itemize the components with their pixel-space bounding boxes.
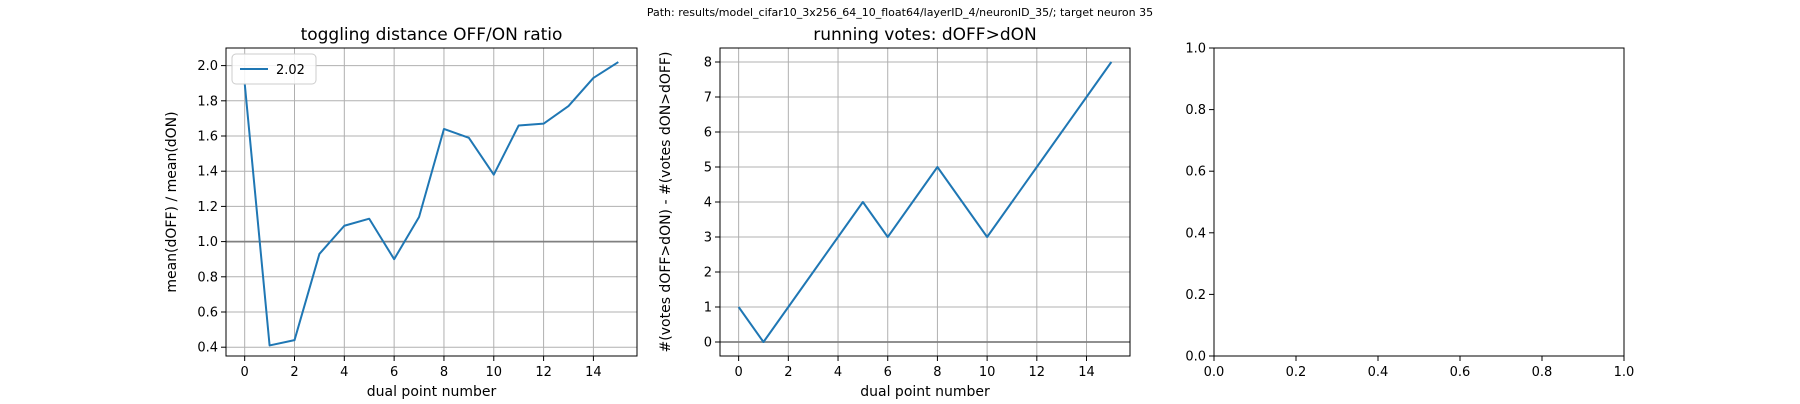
axes-frame [1213, 47, 1625, 357]
x-tick-label: 12 [1029, 365, 1046, 380]
x-tick-label: 10 [485, 365, 502, 380]
axes-frame [225, 47, 638, 357]
chart-3: 0.0 0.2 0.4 0.6 0.8 1.0 0.0 0.2 0.4 0.6 0.8 1.0 [1185, 42, 1634, 381]
x-tick-label: 0.6 [1450, 365, 1471, 380]
legend-box [231, 53, 317, 85]
y-tick-label: 2 [704, 266, 712, 281]
x-tick-label: 4 [340, 365, 348, 380]
x-tick-label: 14 [585, 365, 602, 380]
x-tick-label: 12 [535, 365, 552, 380]
x-tick-label: 14 [1078, 365, 1095, 380]
y-tick-label: 1.4 [197, 165, 218, 180]
y-tick-label: 1.0 [1185, 42, 1206, 57]
x-tick-label: 8 [440, 365, 448, 380]
series-line [737, 61, 1113, 343]
y-tick-label: 0.0 [1185, 350, 1206, 365]
x-tick-label: 0.0 [1204, 365, 1225, 380]
x-tick-label: 0.8 [1532, 365, 1553, 380]
x-tick-label: 0 [734, 365, 742, 380]
y-axis-label: #(votes dOFF>dON) - #(votes dON>dOFF) [658, 52, 674, 353]
x-tick-label: 0.4 [1368, 365, 1389, 380]
y-tick-label: 1.8 [197, 94, 218, 109]
y-tick-label: 5 [704, 161, 712, 176]
legend-label: 2.02 [276, 63, 305, 78]
y-tick-label: 0.2 [1185, 288, 1206, 303]
x-tick-label: 0 [241, 365, 249, 380]
y-tick-label: 2.0 [197, 59, 218, 74]
x-tick-label: 4 [834, 365, 842, 380]
y-tick-label: 1.2 [197, 200, 218, 215]
x-tick-label: 2 [784, 365, 792, 380]
y-tick-label: 0.6 [1185, 165, 1206, 180]
x-tick-label: 10 [979, 365, 996, 380]
y-tick-label: 0.4 [1185, 226, 1206, 241]
x-tick-label: 2 [290, 365, 298, 380]
y-tick-label: 0.4 [197, 341, 218, 356]
y-tick-label: 0.8 [197, 270, 218, 285]
series-line [243, 61, 619, 347]
y-tick-label: 8 [704, 56, 712, 71]
chart-1: 0 2 4 6 8 10 12 14 0.4 0.6 0.8 1.0 1.2 1.4 1.6 1.8 2.0 to… [164, 25, 638, 400]
x-axis-label: dual point number [860, 384, 990, 400]
y-tick-label: 3 [704, 231, 712, 246]
x-axis-label: dual point number [367, 384, 497, 400]
y-axis-label: mean(dOFF) / mean(dON) [164, 111, 180, 292]
y-tick-label: 1.6 [197, 130, 218, 145]
y-tick-label: 6 [704, 126, 712, 141]
y-tick-label: 1 [704, 301, 712, 316]
y-tick-label: 0.8 [1185, 103, 1206, 118]
y-tick-label: 0 [704, 336, 712, 351]
chart-title: toggling distance OFF/ON ratio [301, 25, 563, 45]
y-tick-label: 1.0 [197, 235, 218, 250]
x-tick-label: 1.0 [1614, 365, 1635, 380]
chart-title: running votes: dOFF>dON [813, 25, 1036, 45]
x-tick-label: 6 [390, 365, 398, 380]
y-tick-label: 4 [704, 196, 712, 211]
x-tick-label: 0.2 [1286, 365, 1307, 380]
y-tick-label: 7 [704, 91, 712, 106]
x-tick-label: 6 [884, 365, 892, 380]
figure-suptitle: Path: results/model_cifar10_3x256_64_10_… [647, 6, 1153, 19]
x-tick-label: 8 [933, 365, 941, 380]
y-tick-label: 0.6 [197, 306, 218, 321]
